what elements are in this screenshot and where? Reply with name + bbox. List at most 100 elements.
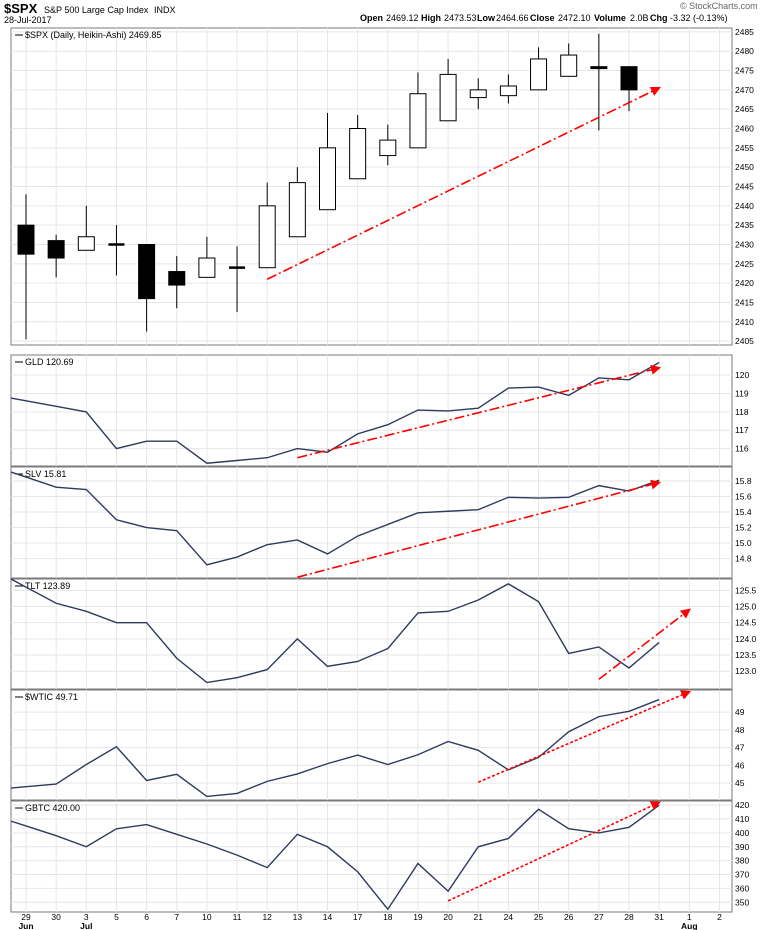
y-tick-label: 15.8 [735,476,752,486]
panel-frame [10,689,733,801]
y-tick-label: 123.5 [735,650,757,660]
trend-arrow [297,479,662,578]
y-tick-label: 2445 [735,182,754,192]
y-tick-label: 400 [735,828,749,838]
header-low-label: Low [477,13,496,23]
candle [77,205,95,251]
panel-4: 45 46 47 48 49 $WTIC 49.71 [10,689,745,801]
x-month-label: Jul [80,921,92,930]
x-tick-label: 17 [353,912,363,922]
x-tick-label: 27 [594,912,604,922]
y-tick-label: 124.0 [735,634,757,644]
y-tick-label: 390 [735,842,749,852]
y-tick-label: 2475 [735,66,754,76]
y-tick-label: 2485 [735,27,754,37]
x-axis: 29 30 3 5 6 7 10 11 12 13 14 17 18 19 20 21 24 25 26 27 28 31… [18,912,722,930]
header-exchange: INDX [154,5,176,15]
header-chg-label: Chg [650,13,668,23]
y-tick-label: 350 [735,897,749,907]
panel-frame [10,800,733,913]
candle [349,114,367,180]
candle-body [560,54,578,77]
x-tick-label: 14 [323,912,333,922]
candle [560,43,578,77]
x-tick-label: 1 [687,912,692,922]
series-line [10,361,660,464]
x-tick-label: 13 [293,912,303,922]
y-tick-label: 370 [735,870,749,880]
y-tick-label: 380 [735,856,749,866]
x-tick-label: 2 [717,912,722,922]
y-tick-label: 2455 [735,143,754,153]
x-tick-label: 18 [383,912,393,922]
panel-2: 14.8 15.0 15.2 15.4 15.6 15.8 SLV 15.81 [10,466,752,579]
header-chg-value: -3.32 (-0.13%) [670,13,728,23]
candle [168,256,186,309]
panel-frame [10,466,733,579]
header-volume-value: 2.0B [630,13,649,23]
candle [138,243,156,332]
y-tick-label: 2405 [735,336,754,346]
y-tick-label: 2415 [735,297,754,307]
panel-legend: SLV 15.81 [25,469,66,479]
y-tick-label: 124.5 [735,618,757,628]
y-tick-label: 2425 [735,259,754,269]
candle [108,225,125,276]
y-tick-label: 117 [735,425,749,435]
trend-arrow [598,608,691,680]
candle-body [288,182,306,238]
candle [409,72,427,149]
x-tick-label: 26 [564,912,574,922]
y-tick-label: 420 [735,800,749,810]
candle [620,66,638,112]
candle-body [499,85,517,97]
candle [439,58,457,122]
header-name: S&P 500 Large Cap Index [44,5,149,15]
x-tick-label: 20 [443,912,453,922]
y-tick-label: 2430 [735,239,754,249]
x-tick-label: 7 [174,912,179,922]
y-tick-label: 15.6 [735,491,752,501]
candle [590,33,608,131]
panel-legend: $SPX (Daily, Heikin-Ashi) 2469.85 [25,30,161,40]
candle-body [17,224,35,255]
x-tick-label: 10 [202,912,212,922]
candle [469,78,487,110]
y-tick-label: 118 [735,407,749,417]
y-tick-label: 360 [735,883,749,893]
y-tick-label: 2480 [735,46,754,56]
candle-body [379,139,397,157]
x-tick-label: 6 [144,912,149,922]
header-close-value: 2472.10 [558,13,591,23]
x-tick-label: 3 [84,912,89,922]
trend-arrow [266,86,661,280]
candle [379,124,397,166]
panel-frame [10,354,733,467]
candle-body [47,240,65,259]
y-tick-label: 49 [735,707,745,717]
series-line [10,804,660,911]
header-open-value: 2469.12 [386,13,419,23]
chart-panels: 2405 2410 2415 2420 2425 2430 2435 2440 2445 2450… [10,27,757,913]
panel-frame [10,578,733,690]
candle-body [319,147,336,211]
header-open-label: Open [360,13,383,23]
y-tick-label: 2465 [735,104,754,114]
x-tick-label: 25 [534,912,544,922]
x-tick-label: 21 [474,912,484,922]
y-tick-label: 14.8 [735,554,752,564]
x-tick-label: 11 [233,912,242,922]
y-tick-label: 45 [735,778,745,788]
candle [229,246,246,313]
panel-legend: GBTC 420.00 [25,803,80,813]
x-tick-label: 19 [413,912,423,922]
candle-body [530,58,548,91]
series-line [10,698,660,798]
header-high-value: 2473.53 [444,13,477,23]
y-tick-label: 2435 [735,220,754,230]
chart-header: $SPX S&P 500 Large Cap Index INDX 28-Jul… [4,1,758,25]
candle-body [258,205,276,269]
y-tick-label: 15.0 [735,538,752,548]
candle-body [138,243,156,300]
